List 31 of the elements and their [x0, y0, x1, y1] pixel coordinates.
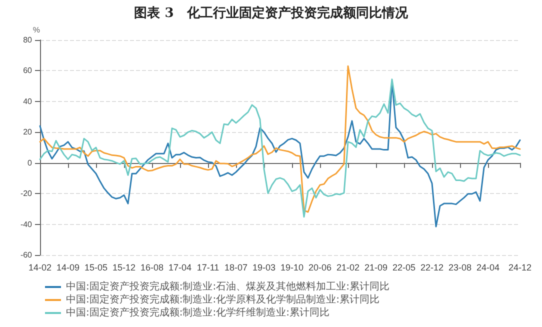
- y-axis-title: %: [32, 26, 40, 34]
- chart-title: 图表 3 化工行业固定资产投资完成额同比情况: [134, 5, 409, 21]
- x-tick-label: 21-09: [364, 262, 388, 272]
- x-tick-label: 20-06: [308, 262, 332, 272]
- x-tick-label: 22-05: [392, 262, 416, 272]
- x-tick-label: 22-12: [420, 262, 444, 272]
- y-tick-label: 60: [23, 66, 33, 76]
- x-tick-label: 17-11: [196, 262, 220, 272]
- x-tick-label: 24-04: [476, 262, 500, 272]
- x-tick-label: 21-02: [336, 262, 360, 272]
- legend-label: 中国:固定资产投资完成额:制造业:化学原料及化学制品制造业:累计同比: [66, 294, 380, 306]
- y-tick-label: 80: [23, 36, 33, 44]
- y-tick-label: 0: [28, 158, 33, 168]
- x-tick-label: 15-05: [84, 262, 108, 272]
- y-tick-label: -20: [20, 189, 33, 198]
- x-tick-label: 15-12: [112, 262, 136, 272]
- x-tick-label: 16-08: [140, 262, 164, 272]
- x-tick-label: 24-12: [508, 262, 532, 272]
- x-tick-label: 23-08: [448, 262, 472, 272]
- x-tick-label: 17-04: [168, 262, 192, 272]
- x-tick-label: 14-02: [28, 262, 52, 272]
- x-tick-label: 19-03: [252, 262, 276, 272]
- legend-label: 中国:固定资产投资完成额:制造业:化学纤维制造业:累计同比: [66, 306, 330, 318]
- y-tick-label: 20: [23, 128, 33, 137]
- x-tick-label: 18-07: [224, 262, 248, 272]
- x-tick-label: 19-10: [280, 262, 304, 272]
- x-tick-label: 14-09: [56, 262, 80, 272]
- y-tick-label: -60: [20, 250, 33, 260]
- y-tick-label: 40: [23, 96, 33, 106]
- y-tick-label: -40: [20, 220, 33, 229]
- legend-label: 中国:固定资产投资完成额:制造业:石油、煤炭及其他燃料加工业:累计同比: [66, 280, 390, 292]
